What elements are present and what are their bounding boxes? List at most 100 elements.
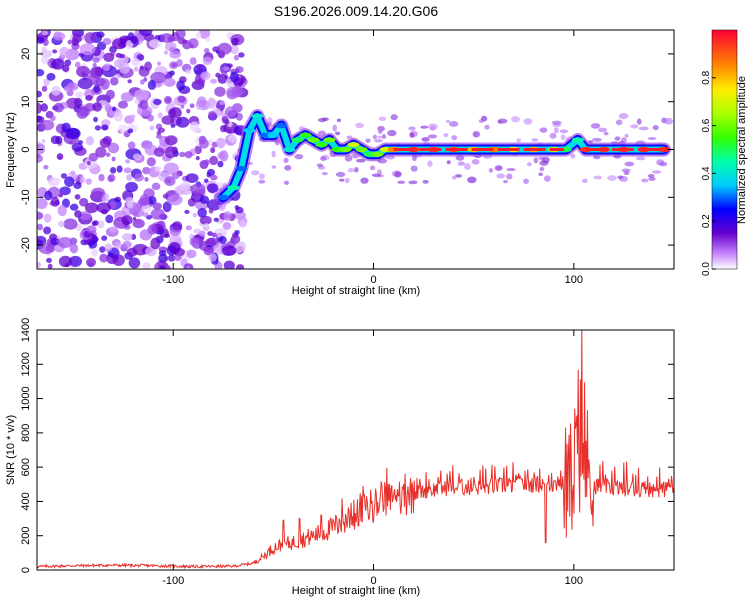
- noise-blob: [157, 112, 163, 119]
- noise-blob: [159, 265, 166, 269]
- signal-halo: [422, 179, 429, 184]
- noise-blob: [96, 220, 105, 229]
- colorbar-tick-label: 0.8: [701, 70, 712, 84]
- noise-blob: [150, 71, 167, 84]
- signal-halo: [421, 137, 430, 142]
- signal-track-point: [227, 185, 240, 191]
- noise-blob: [114, 73, 121, 79]
- noise-blob: [60, 173, 68, 179]
- signal-halo: [624, 133, 629, 138]
- noise-blob: [143, 77, 148, 82]
- noise-blob: [167, 254, 176, 262]
- noise-blob: [142, 166, 151, 175]
- signal-halo: [374, 139, 383, 143]
- signal-halo: [445, 119, 451, 123]
- noise-blob: [74, 61, 81, 68]
- noise-blob: [196, 96, 207, 108]
- signal-halo: [652, 125, 659, 131]
- noise-blob: [199, 30, 211, 39]
- noise-blob: [195, 156, 200, 161]
- noise-blob: [116, 165, 123, 173]
- noise-blob: [133, 99, 141, 105]
- snr-frame: [36, 329, 675, 571]
- signal-halo: [526, 162, 532, 167]
- noise-blob: [86, 257, 96, 268]
- signal-halo: [511, 116, 521, 123]
- noise-blob: [94, 125, 101, 131]
- noise-blob: [152, 202, 162, 210]
- noise-blob: [41, 46, 47, 54]
- noise-blob: [105, 89, 115, 100]
- noise-blob: [64, 176, 75, 187]
- signal-track-point: [315, 142, 328, 148]
- noise-blob: [74, 91, 84, 98]
- signal-halo: [638, 126, 649, 131]
- noise-blob: [123, 167, 132, 174]
- noise-blob: [37, 69, 45, 77]
- signal-halo: [408, 180, 418, 185]
- noise-blob: [196, 64, 204, 71]
- noise-blob: [206, 172, 212, 178]
- signal-halo: [531, 138, 539, 142]
- signal-halo: [321, 171, 328, 176]
- signal-halo: [378, 130, 383, 134]
- noise-blob: [171, 101, 177, 106]
- noise-blob: [219, 100, 226, 105]
- signal-halo: [410, 165, 418, 172]
- signal-halo: [251, 170, 260, 176]
- colorbar-tick-label: 0.2: [701, 214, 712, 228]
- noise-blob: [85, 136, 95, 146]
- noise-blob: [200, 71, 211, 81]
- noise-blob: [147, 114, 155, 122]
- noise-blob: [91, 249, 99, 257]
- noise-blob: [50, 115, 56, 122]
- snr-ytick-label: 200: [20, 527, 32, 545]
- noise-blob: [189, 121, 199, 132]
- noise-blob: [234, 205, 240, 210]
- signal-track-point: [275, 123, 288, 129]
- noise-blob: [85, 95, 93, 101]
- signal-halo: [409, 132, 415, 138]
- signal-halo: [533, 157, 539, 164]
- noise-blob: [214, 86, 226, 97]
- noise-blob: [235, 66, 244, 73]
- noise-blob: [189, 103, 195, 109]
- noise-blob: [96, 202, 111, 214]
- noise-blob: [206, 98, 217, 109]
- signal-halo: [455, 174, 463, 178]
- noise-blob: [233, 54, 239, 61]
- signal-halo: [390, 114, 398, 121]
- noise-blob: [70, 170, 76, 176]
- noise-blob: [57, 155, 63, 160]
- signal-halo: [603, 131, 609, 136]
- noise-blob: [129, 114, 136, 119]
- signal-halo: [538, 172, 543, 177]
- noise-blob: [127, 128, 134, 134]
- signal-halo: [376, 174, 384, 178]
- noise-blob: [53, 102, 64, 113]
- noise-blob: [43, 78, 50, 87]
- noise-blob: [47, 263, 53, 269]
- snr-series-line: [37, 330, 674, 570]
- noise-blob: [207, 231, 214, 236]
- signal-halo: [488, 168, 494, 173]
- signal-halo: [336, 118, 341, 123]
- signal-halo: [615, 119, 623, 126]
- noise-blob: [127, 141, 136, 150]
- noise-blob: [55, 136, 63, 145]
- signal-halo: [408, 126, 416, 131]
- noise-blob: [107, 174, 116, 182]
- noise-blob: [204, 178, 209, 184]
- signal-halo: [271, 165, 277, 169]
- signal-halo: [636, 118, 642, 125]
- noise-blob: [170, 123, 176, 128]
- noise-blob: [218, 236, 227, 245]
- noise-blob: [65, 127, 80, 140]
- noise-blob: [85, 178, 92, 185]
- noise-blob: [186, 108, 191, 114]
- noise-blob: [199, 195, 210, 204]
- noise-blob: [197, 207, 207, 218]
- signal-track-point: [307, 137, 320, 143]
- noise-blob: [99, 78, 110, 90]
